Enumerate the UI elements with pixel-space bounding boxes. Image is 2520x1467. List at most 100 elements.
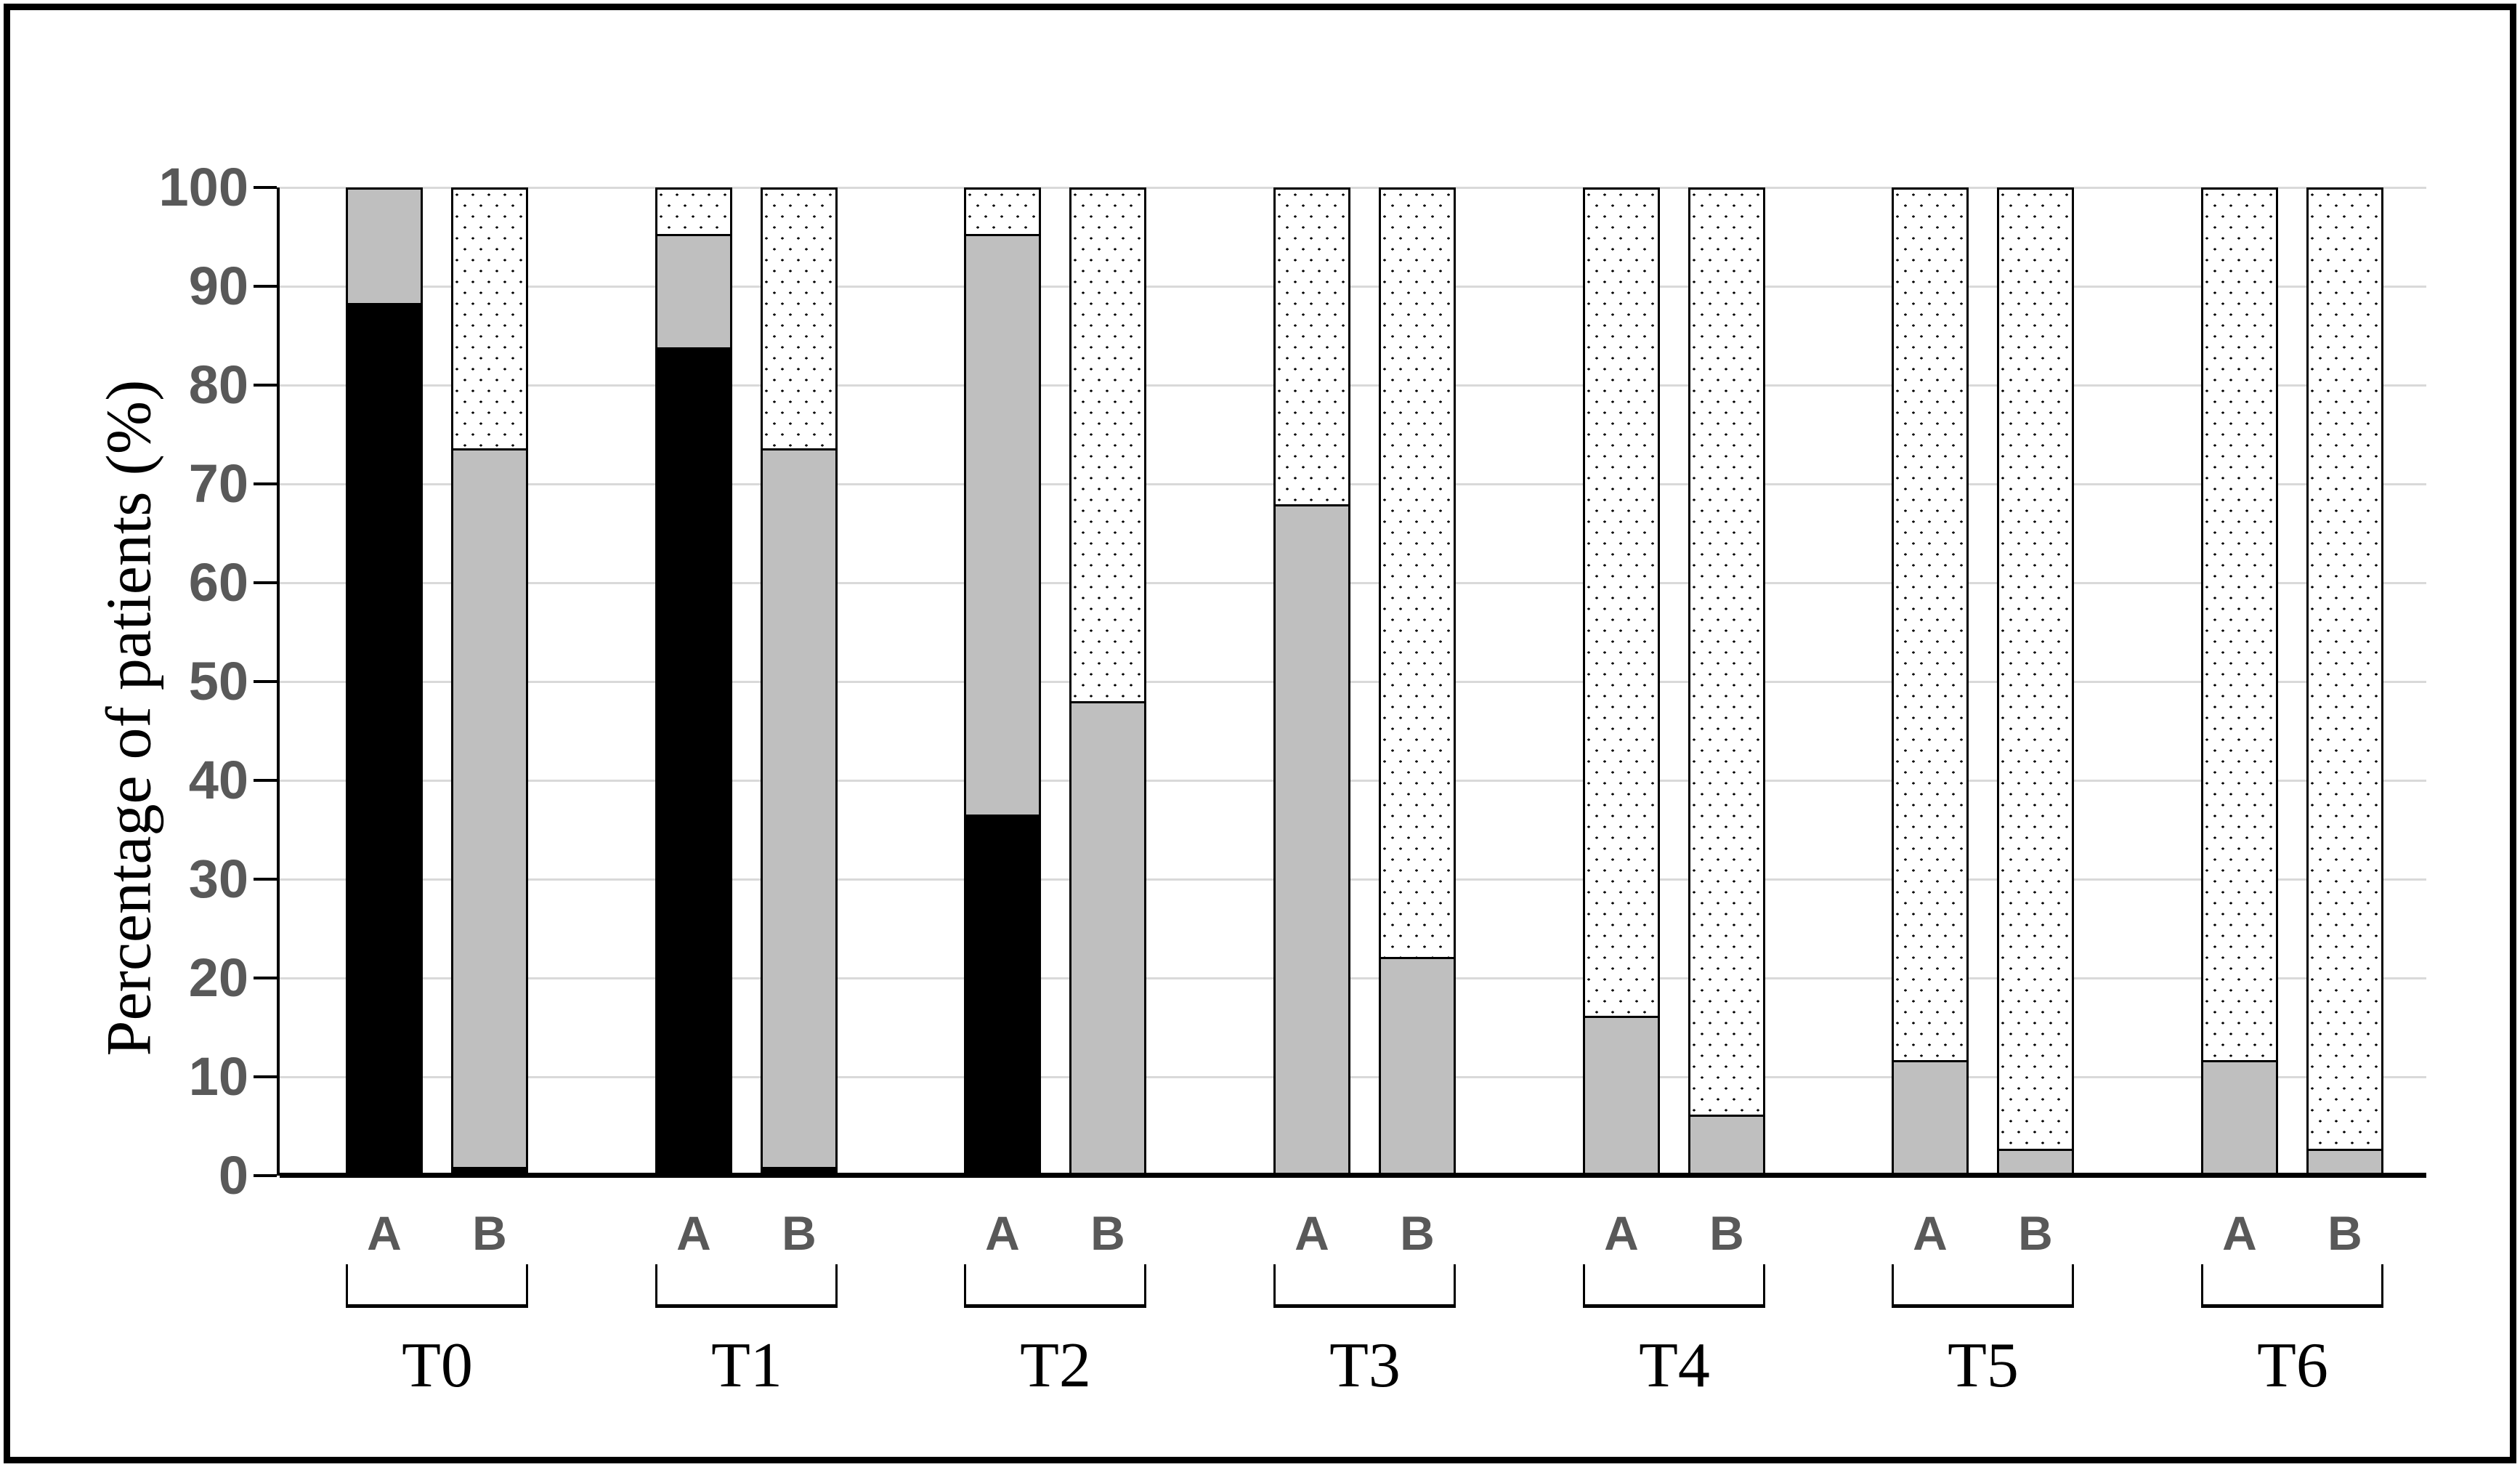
gridline-50 [280, 680, 2426, 683]
y-tick-80 [254, 384, 277, 387]
group-bracket-T4 [1583, 1264, 1765, 1308]
segment-T1-A-black [657, 347, 730, 1173]
group-label-T5: T5 [1948, 1330, 2019, 1401]
group-bracket-T6 [2201, 1264, 2383, 1308]
segment-T6-B-grey [2309, 1149, 2381, 1173]
y-axis-line [277, 187, 280, 1176]
segment-T0-B-dotted [453, 190, 526, 449]
bar-T3-B [1379, 187, 1456, 1176]
bar-label-T1-B: B [782, 1206, 817, 1260]
x-axis-line [280, 1173, 2426, 1178]
y-tick-label-20: 20 [188, 947, 248, 1008]
segment-T0-A-grey [348, 190, 421, 303]
bar-label-T1-A: A [676, 1206, 711, 1260]
bar-T6-B [2306, 187, 2383, 1176]
bar-T3-A [1273, 187, 1350, 1176]
y-tick-label-70: 70 [188, 453, 248, 514]
segment-T1-B-dotted [763, 190, 835, 449]
y-tick-label-50: 50 [188, 651, 248, 711]
bar-label-T2-A: A [985, 1206, 1020, 1260]
segment-T6-B-dotted [2309, 190, 2381, 1149]
y-tick-10 [254, 1075, 277, 1078]
segment-T0-B-black [453, 1166, 526, 1173]
group-label-T1: T1 [711, 1330, 782, 1401]
segment-T2-B-grey [1071, 701, 1144, 1173]
bar-T5-A [1892, 187, 1969, 1176]
segment-T5-B-dotted [1999, 190, 2072, 1149]
bar-T2-A [964, 187, 1041, 1176]
bar-label-T0-A: A [367, 1206, 402, 1260]
segment-T3-A-grey [1276, 504, 1348, 1173]
gridline-40 [280, 779, 2426, 782]
segment-T0-B-grey [453, 448, 526, 1167]
group-bracket-T0 [346, 1264, 528, 1308]
y-tick-label-0: 0 [218, 1145, 248, 1205]
segment-T1-A-grey [657, 233, 730, 347]
segment-T5-A-dotted [1894, 190, 1966, 1061]
segment-T4-B-dotted [1690, 190, 1763, 1115]
segment-T5-B-grey [1999, 1149, 2072, 1173]
gridline-60 [280, 581, 2426, 584]
bar-label-T4-B: B [1709, 1206, 1744, 1260]
bar-T0-A [346, 187, 423, 1176]
segment-T1-B-black [763, 1166, 835, 1173]
bar-label-T5-B: B [2018, 1206, 2053, 1260]
gridline-90 [280, 285, 2426, 288]
y-tick-90 [254, 285, 277, 288]
segment-T2-B-dotted [1071, 190, 1144, 702]
y-tick-50 [254, 680, 277, 683]
y-tick-label-100: 100 [158, 157, 248, 217]
gridline-30 [280, 878, 2426, 881]
segment-T3-B-grey [1381, 957, 1454, 1173]
bar-T0-B [451, 187, 528, 1176]
segment-T1-A-dotted [657, 190, 730, 234]
gridline-20 [280, 977, 2426, 979]
bar-label-T0-B: B [472, 1206, 507, 1260]
gridline-10 [280, 1075, 2426, 1078]
bar-T6-A [2201, 187, 2278, 1176]
segment-T0-A-black [348, 302, 421, 1173]
group-label-T0: T0 [402, 1330, 473, 1401]
y-tick-20 [254, 977, 277, 979]
bar-label-T6-A: A [2222, 1206, 2257, 1260]
segment-T4-B-grey [1690, 1114, 1763, 1173]
y-tick-label-40: 40 [188, 750, 248, 810]
segment-T1-B-grey [763, 448, 835, 1167]
segment-T3-B-dotted [1381, 190, 1454, 958]
gridline-80 [280, 384, 2426, 387]
group-bracket-T2 [964, 1264, 1146, 1308]
bar-T1-B [761, 187, 838, 1176]
y-tick-100 [254, 186, 277, 189]
bar-T2-B [1069, 187, 1146, 1176]
segment-T3-A-dotted [1276, 190, 1348, 505]
bar-label-T3-B: B [1400, 1206, 1435, 1260]
y-tick-label-90: 90 [188, 256, 248, 316]
segment-T5-A-grey [1894, 1060, 1966, 1173]
bar-label-T4-A: A [1604, 1206, 1639, 1260]
y-tick-30 [254, 878, 277, 881]
y-tick-60 [254, 581, 277, 584]
segment-T2-A-grey [966, 233, 1039, 815]
y-tick-label-10: 10 [188, 1046, 248, 1107]
group-label-T3: T3 [1329, 1330, 1401, 1401]
bar-label-T6-B: B [2327, 1206, 2362, 1260]
group-label-T2: T2 [1020, 1330, 1091, 1401]
gridline-70 [280, 482, 2426, 485]
bar-T5-B [1997, 187, 2074, 1176]
y-tick-label-80: 80 [188, 355, 248, 415]
group-bracket-T3 [1273, 1264, 1456, 1308]
figure-border [4, 4, 2516, 1463]
y-tick-label-60: 60 [188, 552, 248, 613]
bar-T1-A [655, 187, 732, 1176]
group-bracket-T5 [1892, 1264, 2074, 1308]
segment-T2-A-black [966, 814, 1039, 1173]
bar-label-T5-A: A [1913, 1206, 1948, 1260]
bar-label-T3-A: A [1295, 1206, 1329, 1260]
bar-T4-B [1688, 187, 1765, 1176]
y-tick-70 [254, 482, 277, 485]
y-tick-40 [254, 779, 277, 782]
y-tick-label-30: 30 [188, 849, 248, 909]
plot-area [254, 186, 2426, 1178]
gridline-100 [280, 186, 2426, 189]
segment-T6-A-grey [2203, 1060, 2276, 1173]
